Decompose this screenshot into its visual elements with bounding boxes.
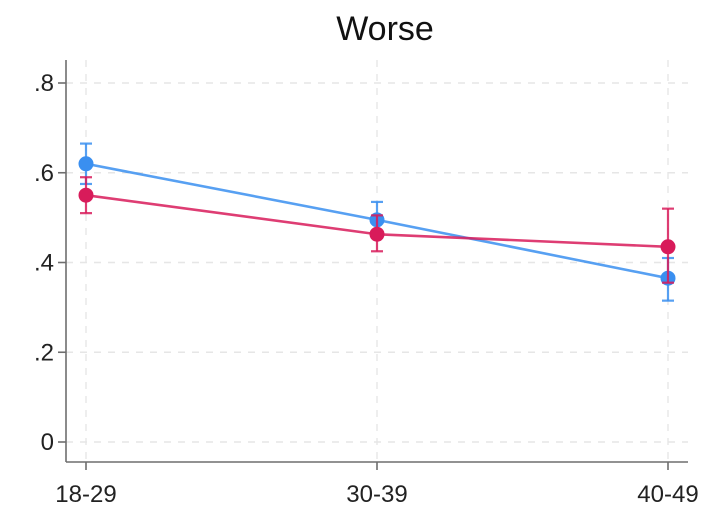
y-tick-label: .4 [34,250,54,277]
data-point [660,239,676,255]
x-tick-label: 30-39 [346,481,407,508]
series-layer [78,142,676,302]
data-point [369,226,385,242]
data-point [78,156,94,172]
grid-layer [66,60,688,462]
x-axis-ticks: 18-29 30-39 40-49 [55,462,699,508]
y-tick-label: 0 [41,429,54,456]
y-tick-label: .2 [34,339,54,366]
y-tick-label: .6 [34,160,54,187]
series-2 [78,176,676,284]
x-tick-label: 18-29 [55,481,116,508]
x-tick-label: 40-49 [637,481,698,508]
y-tick-label: .8 [34,70,54,97]
y-axis-ticks: 0 .2 .4 .6 .8 [34,70,66,456]
chart-title: Worse [336,10,434,48]
data-point [78,187,94,203]
